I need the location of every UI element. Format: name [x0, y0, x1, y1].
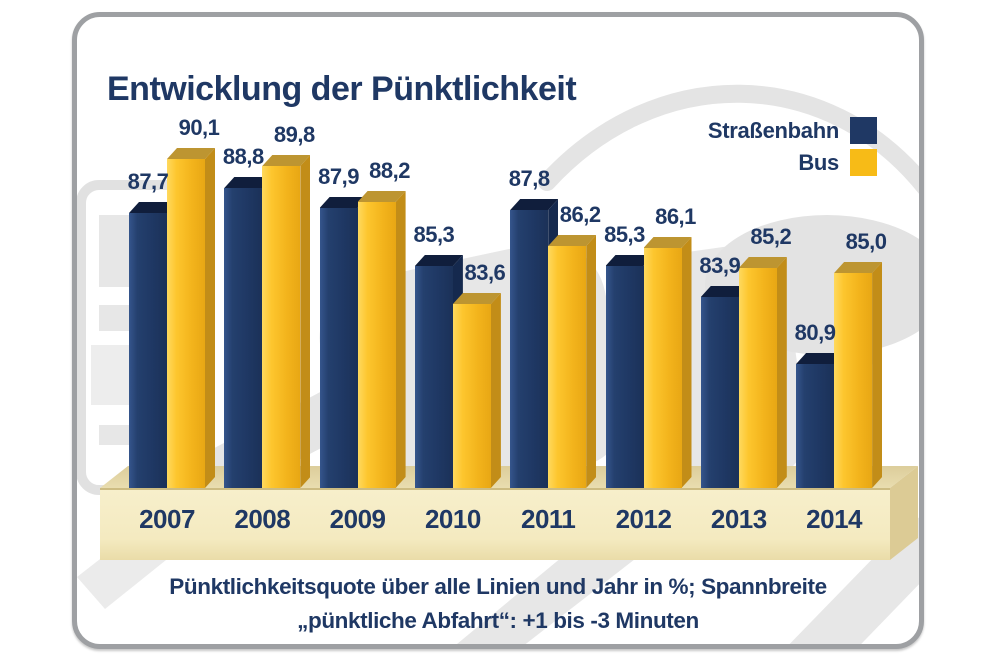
- year-label-2008: 2008: [234, 504, 291, 534]
- legend-label-strassenbahn: Straßenbahn: [707, 117, 839, 143]
- caption-line-1: Pünktlichkeitsquote über alle Linien und…: [169, 574, 827, 599]
- value-label-strassenbahn-2013: 83,9: [699, 253, 741, 278]
- bus-bar-2012: [643, 248, 682, 488]
- value-label-strassenbahn-2009: 87,9: [318, 164, 359, 189]
- strassenbahn-bar-2010: [414, 266, 453, 488]
- year-label-2010: 2010: [424, 504, 481, 534]
- strassenbahn-bar-2009: [319, 208, 358, 488]
- bus-bar-2013: [738, 268, 777, 488]
- year-label-2012: 2012: [615, 504, 672, 534]
- value-label-strassenbahn-2014: 80,9: [794, 320, 836, 345]
- value-label-bus-2007: 90,1: [178, 115, 220, 140]
- value-label-strassenbahn-2008: 88,8: [222, 144, 264, 169]
- bus-bar-2008: [262, 166, 300, 488]
- strassenbahn-bar-2011: [510, 210, 548, 488]
- value-label-strassenbahn-2012: 85,3: [604, 222, 645, 247]
- strassenbahn-bar-2012: [605, 266, 644, 488]
- value-label-bus-2009: 88,2: [369, 158, 410, 183]
- year-label-2007: 2007: [139, 504, 195, 534]
- strassenbahn-bar-2008: [224, 188, 262, 488]
- legend-swatch-strassenbahn: [850, 117, 877, 144]
- bus-bar-2009: [357, 202, 396, 488]
- value-label-strassenbahn-2011: 87,8: [508, 166, 550, 191]
- tram-roof-arc: [538, 84, 919, 194]
- value-label-bus-2013: 85,2: [750, 224, 792, 249]
- value-label-strassenbahn-2010: 85,3: [413, 222, 455, 247]
- caption-line-2: „pünktliche Abfahrt“: +1 bis -3 Minuten: [297, 608, 699, 633]
- year-label-2014: 2014: [806, 504, 863, 534]
- year-label-2013: 2013: [710, 504, 767, 534]
- strassenbahn-bar-2013: [700, 297, 739, 488]
- bar-chart: 87,7 90,1 2007 88,8 89,8 2008 87,9 88,2 2009 85,3…: [77, 17, 919, 644]
- value-label-bus-2014: 85,0: [845, 229, 887, 254]
- value-label-bus-2012: 86,1: [655, 204, 696, 229]
- strassenbahn-bar-2014: [796, 364, 834, 488]
- page-title: Entwicklung der Pünktlichkeit: [107, 69, 577, 108]
- bus-bar-2010: [452, 304, 491, 488]
- bus-bar-2014: [834, 273, 872, 488]
- strassenbahn-bar-2007: [129, 213, 167, 488]
- legend-label-bus: Bus: [798, 149, 839, 175]
- legend: Straßenbahn Bus: [708, 117, 877, 181]
- value-label-strassenbahn-2007: 87,7: [127, 169, 169, 194]
- legend-swatch-bus: [850, 149, 877, 176]
- value-label-bus-2010: 83,6: [464, 260, 506, 285]
- platform-front: [100, 488, 890, 560]
- bus-bar-2007: [167, 159, 205, 488]
- value-label-bus-2011: 86,2: [559, 202, 601, 227]
- year-label-2011: 2011: [520, 504, 576, 534]
- legend-item-strassenbahn: Straßenbahn: [708, 117, 877, 144]
- value-label-bus-2008: 89,8: [273, 122, 315, 147]
- chart-panel: Entwicklung der Pünktlichkeit Straßenbah…: [72, 12, 924, 649]
- legend-item-bus: Bus: [708, 149, 877, 176]
- bus-bar-2011: [548, 246, 586, 488]
- caption: Pünktlichkeitsquote über alle Linien und…: [77, 570, 919, 638]
- year-label-2009: 2009: [329, 504, 386, 534]
